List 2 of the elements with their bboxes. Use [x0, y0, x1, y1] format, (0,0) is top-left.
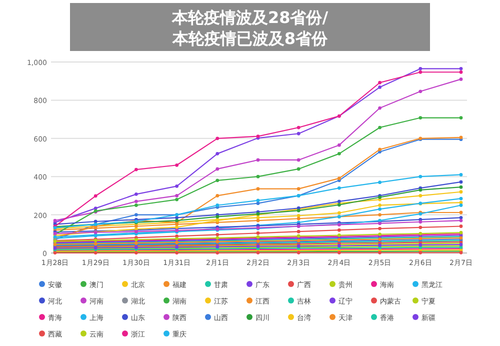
chart-title: 本轮疫情波及28省份/本轮疫情已波及8省份 [170, 8, 329, 48]
title: 本轮疫情波及28省份/本轮疫情已波及8省份 [70, 3, 430, 51]
